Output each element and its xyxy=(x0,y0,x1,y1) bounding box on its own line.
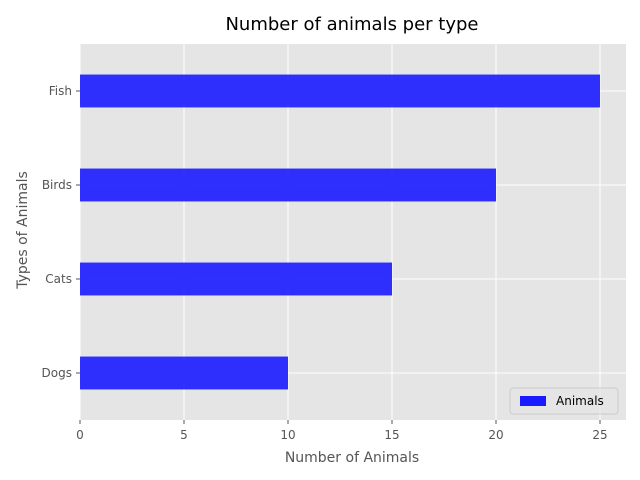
y-tick-label: Birds xyxy=(42,178,72,192)
legend-swatch xyxy=(520,396,546,406)
legend: Animals xyxy=(509,387,619,415)
x-tick-label: 10 xyxy=(280,428,295,442)
x-tick-label: 20 xyxy=(488,428,503,442)
x-tick-label: 25 xyxy=(592,428,607,442)
y-axis-ticks: Dogs Cats Birds Fish xyxy=(42,84,80,380)
legend-box xyxy=(509,387,619,415)
bars xyxy=(80,74,600,390)
chart-title: Number of animals per type xyxy=(225,14,478,35)
x-tick-label: 5 xyxy=(180,428,188,442)
x-tick-label: 0 xyxy=(76,428,84,442)
x-axis-label: Number of Animals xyxy=(285,450,419,466)
x-tick-label: 15 xyxy=(384,428,399,442)
y-tick-label: Cats xyxy=(45,272,72,286)
x-axis-ticks: 0 5 10 15 20 25 xyxy=(76,420,608,442)
y-tick-label: Dogs xyxy=(42,366,72,380)
y-tick-label: Fish xyxy=(49,84,72,98)
bar-fish xyxy=(80,74,600,108)
y-axis-label: Types of Animals xyxy=(15,171,31,290)
bar-cats xyxy=(80,262,392,296)
bar-dogs xyxy=(80,356,288,390)
bar-birds xyxy=(80,168,496,202)
legend-label: Animals xyxy=(556,394,604,408)
